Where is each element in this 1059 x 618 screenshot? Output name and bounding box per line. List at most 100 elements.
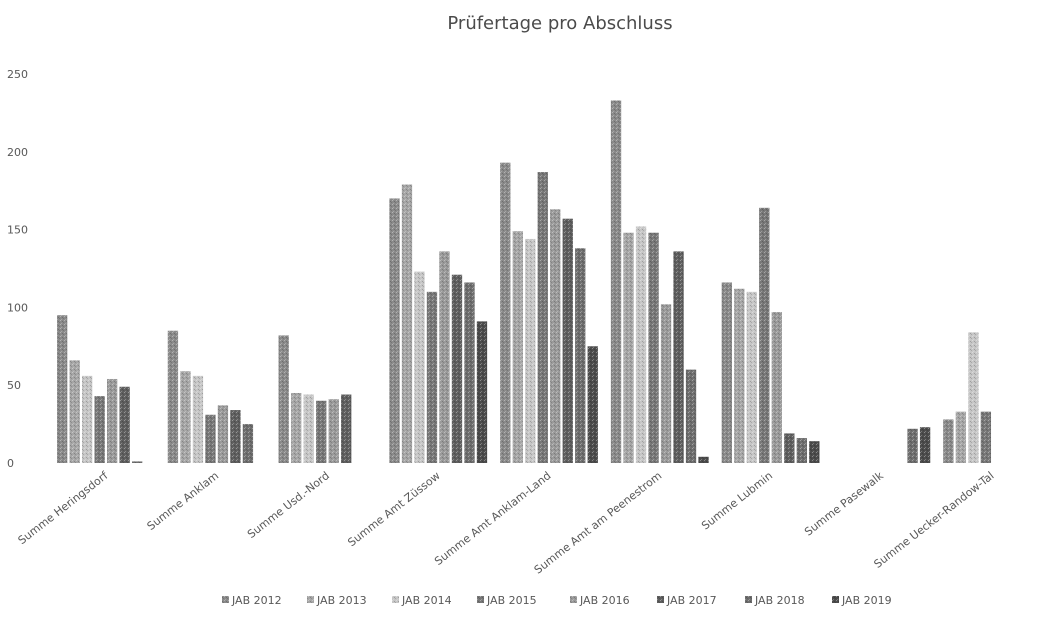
bar-texture [562, 218, 573, 463]
bar-texture [82, 375, 93, 463]
bar-texture [316, 400, 327, 463]
legend-item: JAB 2018 [745, 594, 805, 607]
category-label: Summe Amt am Peenestrom [532, 469, 664, 576]
bar-texture [192, 375, 204, 463]
bar-texture [623, 232, 634, 463]
bar-texture [610, 100, 622, 463]
bar-texture [303, 394, 314, 463]
bar-texture [968, 332, 979, 463]
legend-item: JAB 2019 [832, 594, 892, 607]
bar-texture [575, 248, 586, 463]
bar-texture [426, 291, 438, 463]
bar-texture [796, 438, 807, 463]
y-tick-label: 0 [7, 457, 14, 470]
bar-texture [980, 411, 992, 463]
bar-texture [278, 335, 289, 463]
bar-texture [57, 315, 68, 463]
series-jab-2015 [94, 172, 992, 463]
series-jab-2014 [82, 226, 979, 463]
bar-texture [537, 172, 548, 463]
legend-swatch-texture [745, 596, 752, 603]
bar-texture [784, 433, 795, 463]
bar-texture [217, 405, 229, 463]
bar-texture [476, 321, 488, 463]
legend-item: JAB 2015 [477, 594, 537, 607]
legend-item: JAB 2016 [570, 594, 630, 607]
legend-swatch-texture [657, 596, 664, 603]
category-label: Summe Uecker-Randow-Tal [871, 469, 996, 571]
bar-texture [698, 456, 709, 463]
legend-item: JAB 2013 [307, 594, 367, 607]
bar-texture [119, 386, 130, 463]
y-tick-label: 150 [7, 224, 28, 237]
bar-texture [439, 251, 450, 463]
bar-texture [291, 392, 302, 463]
bar-texture [512, 231, 523, 463]
bar-texture [328, 399, 339, 463]
series-jab-2016 [107, 209, 782, 463]
legend-swatch-texture [477, 596, 484, 603]
series-jab-2012 [57, 100, 954, 464]
bar-texture [132, 461, 143, 463]
bar-texture [673, 251, 684, 463]
bar-texture [389, 198, 400, 464]
bar-texture [660, 304, 672, 463]
bar-texture [771, 312, 782, 463]
x-axis: Summe Heringsdorf Summe Anklam Summe Usd.-… [16, 468, 997, 576]
legend-label: JAB 2017 [666, 594, 717, 607]
series-jab-2017 [119, 218, 795, 463]
bar-texture [401, 184, 413, 464]
category-label: Summe Amt Anklam-Land [432, 469, 553, 568]
bar-texture [721, 282, 732, 463]
bar-texture [809, 441, 820, 463]
legend-item: JAB 2014 [392, 594, 452, 607]
legend-swatch-texture [570, 596, 577, 603]
bar-texture [500, 162, 511, 463]
y-tick-label: 100 [7, 301, 28, 314]
legend-swatch-texture [307, 596, 314, 603]
category-label: Summe Amt Züssow [345, 469, 442, 549]
bar-texture [919, 427, 931, 463]
legend-label: JAB 2012 [231, 594, 282, 607]
y-tick-label: 200 [7, 146, 28, 159]
legend-swatch-texture [392, 596, 399, 603]
series-jab-2018 [132, 248, 918, 463]
legend-label: JAB 2018 [754, 594, 805, 607]
bar-texture [525, 238, 536, 463]
bar-texture [464, 282, 475, 463]
category-label: Summe Pasewalk [802, 469, 886, 539]
bar-texture [955, 411, 967, 463]
bar-texture [69, 360, 80, 463]
bar-texture [205, 414, 216, 463]
y-tick-label: 250 [7, 68, 28, 81]
bar-texture [587, 346, 598, 463]
bar-texture [550, 209, 561, 463]
bar-texture [734, 288, 745, 463]
category-label: Summe Lubmin [699, 469, 775, 532]
bar-texture [107, 378, 118, 463]
legend-label: JAB 2013 [316, 594, 367, 607]
legend-swatch-texture [222, 596, 229, 603]
legend-item: JAB 2012 [222, 594, 282, 607]
bar-texture [167, 330, 179, 463]
bar-texture [759, 207, 770, 463]
bar-texture [180, 371, 191, 463]
bar-texture [230, 410, 241, 463]
legend-label: JAB 2016 [579, 594, 630, 607]
bar-texture [94, 396, 105, 463]
bar-texture [907, 428, 918, 463]
bar-texture [648, 232, 659, 463]
legend-label: JAB 2015 [486, 594, 537, 607]
category-label: Summe Anklam [145, 469, 222, 533]
y-axis: 0 50 100 150 200 250 [7, 68, 28, 470]
series-jab-2019 [476, 321, 931, 463]
bar-texture [242, 424, 254, 463]
category-label: Summe Usd.-Nord [245, 469, 332, 541]
bar-texture [746, 291, 757, 463]
legend-label: JAB 2019 [841, 594, 892, 607]
bar-texture [635, 226, 647, 463]
chart-title: Prüfertage pro Abschluss [447, 13, 672, 34]
legend: JAB 2012 JAB 2013 JAB 2014 JAB 2015 JAB 2016… [222, 594, 892, 607]
